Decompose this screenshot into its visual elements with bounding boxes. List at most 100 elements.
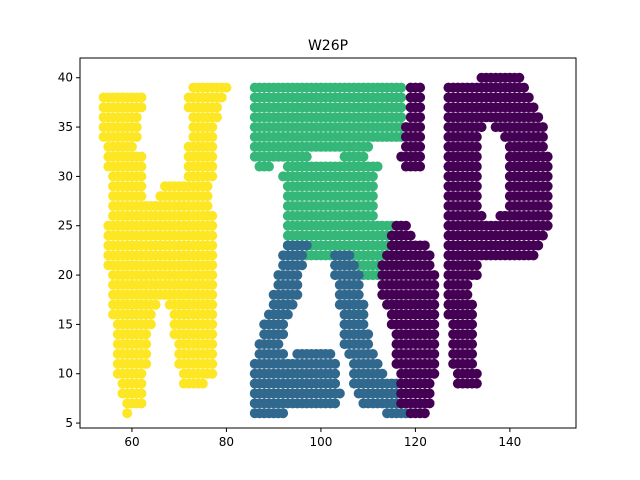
data-point-series-3 [415,161,426,172]
data-point-series-1 [367,201,378,211]
data-point-series-2 [377,368,388,379]
y-tick-label: 10 [58,367,73,381]
data-point-series-0 [136,378,147,389]
data-point-series-1 [396,82,407,93]
data-point-series-1 [396,92,407,103]
data-point-series-0 [136,368,147,379]
data-point-series-3 [542,201,553,211]
data-point-series-3 [476,210,487,221]
data-point-series-0 [207,349,218,359]
data-point-series-0 [145,319,156,330]
data-point-series-0 [136,171,147,182]
data-point-series-2 [282,309,293,320]
data-point-series-2 [363,339,374,350]
data-point-series-3 [528,102,539,113]
data-point-series-3 [419,408,430,419]
data-point-series-3 [537,230,548,241]
data-point-series-2 [325,349,336,359]
data-point-series-0 [141,358,152,369]
data-point-series-0 [207,210,218,221]
data-point-series-3 [471,181,482,192]
data-point-series-0 [207,240,218,251]
data-point-series-3 [415,82,426,93]
data-point-series-2 [287,299,298,310]
data-point-series-0 [207,250,218,261]
x-tick-label: 100 [309,435,332,449]
data-point-series-3 [424,398,435,409]
data-point-series-2 [372,358,383,369]
data-point-series-3 [424,260,435,271]
data-point-series-0 [207,131,218,142]
data-point-series-3 [400,220,411,231]
data-point-series-2 [344,250,355,261]
data-point-series-0 [136,398,147,409]
data-point-series-1 [372,161,383,172]
data-point-series-2 [278,319,289,330]
data-point-series-0 [145,309,156,320]
data-point-series-3 [533,240,544,251]
data-point-series-0 [131,112,142,123]
data-point-series-2 [330,358,341,369]
data-point-series-2 [334,388,345,399]
data-point-series-3 [467,319,478,330]
data-point-series-0 [207,279,218,290]
data-point-series-3 [514,72,525,83]
data-point-series-3 [537,131,548,142]
data-point-series-3 [467,329,478,340]
y-tick-label: 20 [58,268,73,282]
data-point-series-2 [278,329,289,340]
data-point-series-2 [353,289,364,300]
data-point-series-3 [429,279,440,290]
data-point-series-0 [207,161,218,172]
data-point-series-3 [415,131,426,142]
data-point-series-0 [136,388,147,399]
data-point-series-2 [301,240,312,251]
data-point-series-0 [141,339,152,350]
data-point-series-3 [471,161,482,172]
data-point-series-3 [467,358,478,369]
data-point-series-1 [367,210,378,221]
data-point-series-3 [429,270,440,281]
data-point-series-3 [471,368,482,379]
data-point-series-3 [415,141,426,152]
data-point-series-3 [415,92,426,103]
data-point-series-2 [367,349,378,359]
data-point-series-3 [471,131,482,142]
data-point-series-3 [537,141,548,152]
data-point-series-0 [207,289,218,300]
data-point-series-3 [542,210,553,221]
data-point-series-0 [207,220,218,231]
data-point-series-0 [216,92,227,103]
data-point-series-3 [462,279,473,290]
data-point-series-3 [415,102,426,113]
data-point-series-2 [330,398,341,409]
data-point-series-1 [363,141,374,152]
data-point-series-0 [202,181,213,192]
data-point-series-2 [273,339,284,350]
data-point-series-1 [396,112,407,123]
data-point-series-2 [292,270,303,281]
data-point-series-1 [367,191,378,202]
data-point-series-2 [297,250,308,261]
data-point-series-3 [471,171,482,182]
data-point-series-3 [405,230,416,241]
data-point-series-3 [424,250,435,261]
data-point-series-3 [419,240,430,251]
data-point-series-0 [207,270,218,281]
data-point-series-2 [292,289,303,300]
data-point-series-0 [207,151,218,162]
data-point-series-3 [542,151,553,162]
data-point-series-1 [301,151,312,162]
data-point-series-3 [542,220,553,231]
data-point-series-3 [471,260,482,271]
data-point-series-3 [537,122,548,133]
data-point-series-0 [136,102,147,113]
data-point-series-0 [131,131,142,142]
data-point-series-3 [429,309,440,320]
y-tick-label: 15 [58,317,73,331]
data-point-series-0 [207,122,218,133]
x-axis: 60 80 100 120 140 [124,428,521,449]
data-point-series-1 [367,171,378,182]
data-point-series-0 [136,191,147,202]
data-point-series-0 [221,82,232,93]
